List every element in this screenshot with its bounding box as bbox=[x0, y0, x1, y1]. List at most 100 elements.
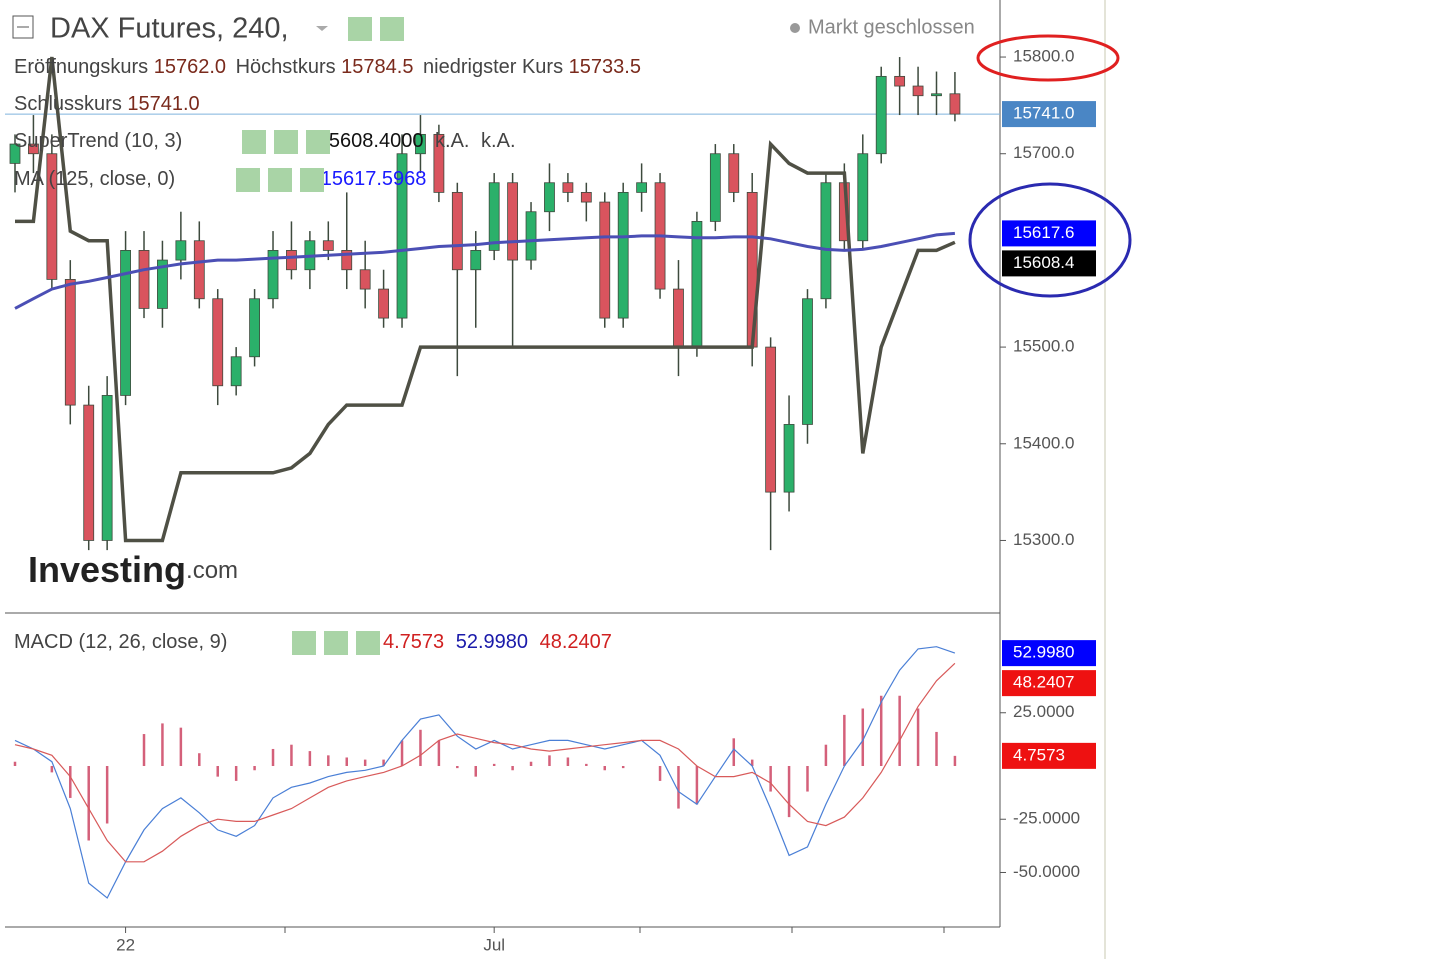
macd-value: 52.9980 bbox=[456, 631, 528, 653]
high-label: Höchstkurs bbox=[236, 56, 336, 78]
candle-body bbox=[249, 298, 260, 358]
candle-body bbox=[157, 259, 168, 309]
dropdown-icon[interactable] bbox=[316, 26, 328, 31]
low-value: 15733.5 bbox=[569, 56, 641, 78]
candle-body bbox=[709, 153, 721, 222]
candle-body bbox=[765, 346, 777, 493]
y-tick-label: 15500.0 bbox=[1013, 337, 1074, 356]
settings-icon[interactable] bbox=[380, 17, 404, 41]
y-tick-label: 15800.0 bbox=[1013, 47, 1074, 66]
candle-body bbox=[230, 356, 242, 387]
macd-hist-value: 4.7573 bbox=[383, 631, 444, 653]
candle-body bbox=[949, 93, 961, 115]
candle-body bbox=[9, 143, 21, 164]
remove-icon[interactable] bbox=[306, 130, 330, 154]
candle-body bbox=[451, 191, 463, 271]
close-label: Schlusskurs bbox=[14, 93, 122, 115]
eye-icon[interactable] bbox=[242, 130, 266, 154]
candle-body bbox=[175, 240, 187, 261]
candle-body bbox=[636, 182, 648, 193]
settings-icon[interactable] bbox=[268, 168, 292, 192]
y-tick-label: 15700.0 bbox=[1013, 143, 1074, 162]
candle-body bbox=[525, 211, 537, 261]
candle-body bbox=[673, 288, 684, 348]
candle-body bbox=[820, 182, 832, 300]
candle-body bbox=[46, 153, 58, 280]
candle-body bbox=[359, 269, 371, 290]
price-tag bbox=[1002, 670, 1096, 697]
candle-body bbox=[802, 298, 813, 425]
ma-name: MA (125, close, 0) bbox=[14, 168, 175, 190]
marks bbox=[5, 56, 1000, 899]
remove-icon[interactable] bbox=[300, 168, 324, 192]
candle-body bbox=[212, 298, 224, 387]
candle-body bbox=[28, 143, 39, 155]
candle-body bbox=[341, 250, 353, 271]
candle-body bbox=[728, 153, 740, 193]
candle-body bbox=[415, 133, 426, 155]
price-tag bbox=[1002, 250, 1096, 277]
candle-body bbox=[83, 404, 95, 541]
eye-icon[interactable] bbox=[348, 17, 372, 41]
logo-main: Investing bbox=[28, 549, 186, 590]
collapse-icon[interactable] bbox=[12, 15, 34, 39]
macd-legend: MACD (12, 26, close, 9) 4.7573 52.9980 4… bbox=[14, 631, 612, 653]
price-tag bbox=[1002, 101, 1096, 128]
y-tick-label: -25.0000 bbox=[1013, 809, 1080, 828]
candle-body bbox=[857, 153, 869, 242]
open-label: Eröffnungskurs bbox=[14, 56, 148, 78]
ma-legend: MA (125, close, 0) 15617.5968 bbox=[14, 168, 426, 190]
price-tag-label: 52.9980 bbox=[1013, 643, 1074, 662]
axis-labels: 15300.0 15400.0 15500.0 15700.0 15800.0 22 Jul… bbox=[116, 47, 1096, 954]
candle-body bbox=[101, 395, 113, 541]
supertrend-value: 15608.4000 bbox=[318, 130, 424, 152]
price-tag bbox=[1002, 640, 1096, 667]
candle-body bbox=[507, 182, 519, 261]
eye-icon[interactable] bbox=[292, 631, 316, 655]
candle-body bbox=[912, 85, 924, 97]
price-tag-label: 4.7573 bbox=[1013, 745, 1065, 764]
candle-body bbox=[894, 75, 906, 87]
settings-icon[interactable] bbox=[324, 631, 348, 655]
settings-icon[interactable] bbox=[274, 130, 298, 154]
chart-title: DAX Futures, 240, bbox=[50, 13, 289, 45]
candle-body bbox=[378, 288, 390, 319]
price-tag bbox=[1002, 742, 1096, 769]
candle-body bbox=[691, 221, 703, 348]
macd-signal-value: 48.2407 bbox=[540, 631, 612, 653]
price-tag-label: 48.2407 bbox=[1013, 673, 1074, 692]
y-tick-label: 15400.0 bbox=[1013, 433, 1074, 452]
remove-icon[interactable] bbox=[356, 631, 380, 655]
macd-line bbox=[14, 646, 956, 899]
logo-suffix: .com bbox=[186, 557, 238, 584]
ohlc-legend: Eröffnungskurs 15762.0 Höchstkurs 15784.… bbox=[14, 56, 641, 78]
low-label: niedrigster Kurs bbox=[423, 56, 563, 78]
y-tick-label: 15300.0 bbox=[1013, 530, 1074, 549]
high-value: 15784.5 bbox=[341, 56, 413, 78]
candle-body bbox=[267, 250, 279, 300]
candle-body bbox=[396, 153, 408, 319]
close-legend: Schlusskurs 15741.0 bbox=[14, 93, 200, 115]
eye-icon[interactable] bbox=[236, 168, 260, 192]
candle-body bbox=[544, 182, 555, 213]
indicator-line bbox=[15, 56, 956, 543]
candle-body bbox=[120, 250, 131, 396]
candle-body bbox=[193, 240, 205, 300]
market-status: Markt geschlossen bbox=[808, 16, 975, 38]
time-axis-ticks bbox=[284, 927, 945, 933]
supertrend-legend: SuperTrend (10, 3) 15608.4000 k.A. k.A. bbox=[14, 130, 516, 152]
macd-line bbox=[14, 662, 956, 863]
price-tag bbox=[1002, 220, 1096, 247]
price-tag-label: 15741.0 bbox=[1013, 104, 1074, 123]
status-dot bbox=[790, 23, 800, 33]
candle-body bbox=[433, 133, 445, 193]
close-value: 15741.0 bbox=[127, 93, 199, 115]
candle-body bbox=[562, 182, 574, 193]
supertrend-extra: k.A. bbox=[435, 130, 469, 152]
logo: Investing.com bbox=[28, 549, 238, 590]
x-tick-label: 22 bbox=[116, 935, 135, 954]
indicator-line bbox=[14, 231, 956, 310]
